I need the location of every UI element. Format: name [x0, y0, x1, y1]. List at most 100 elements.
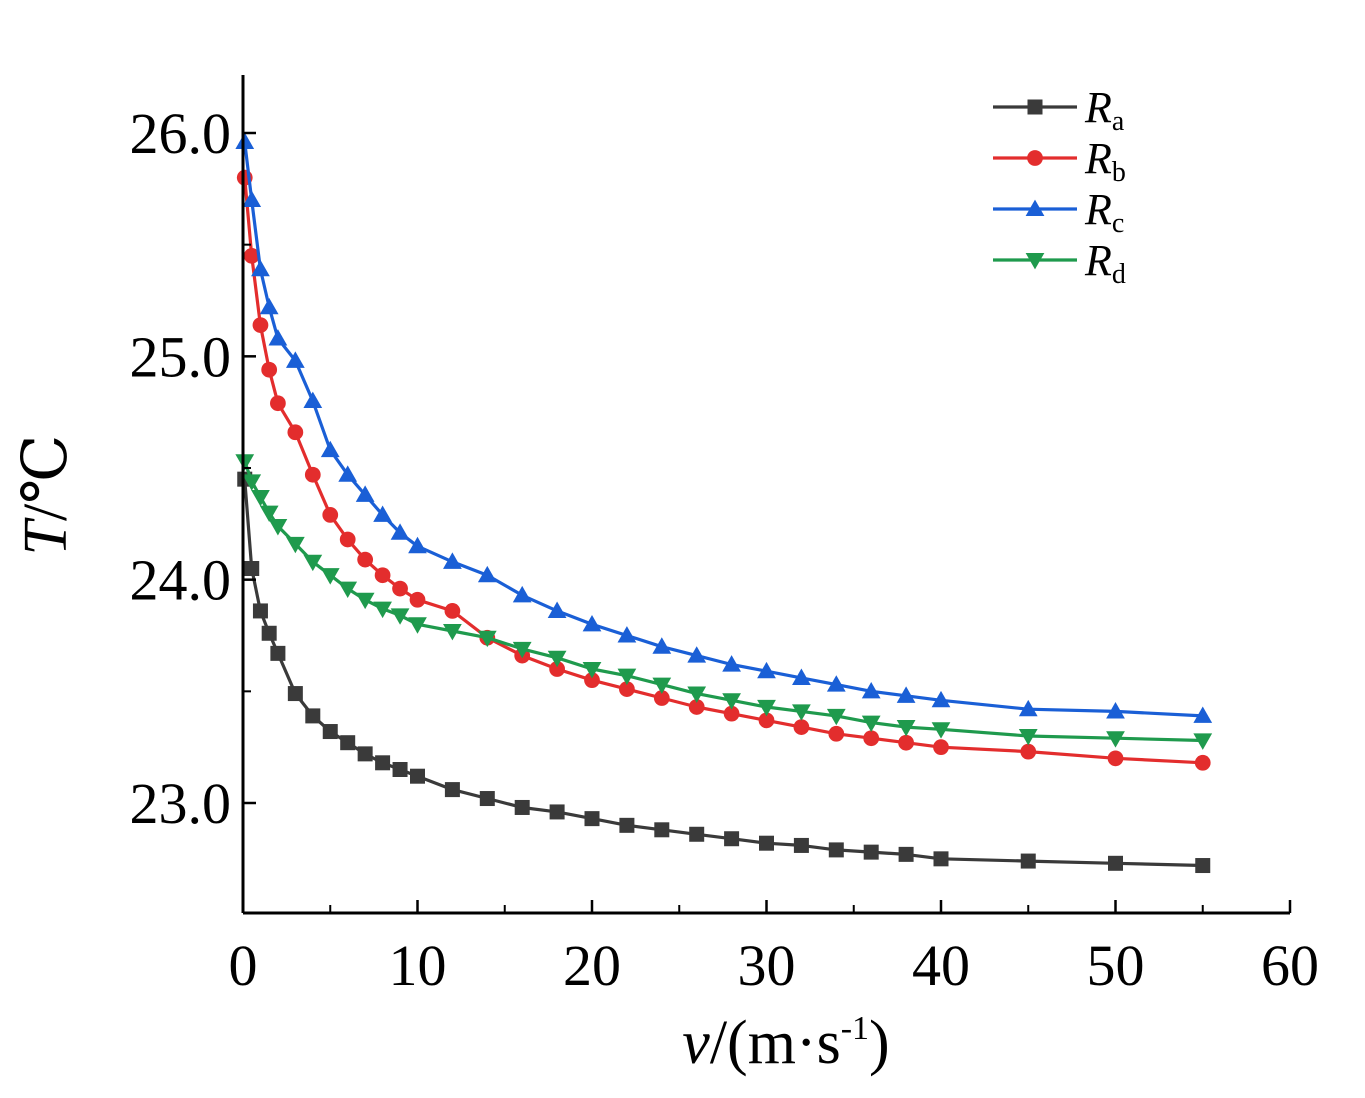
y-axis-unit: /℃	[12, 434, 80, 521]
data-point-a	[584, 811, 600, 827]
series-line-a	[243, 479, 1203, 868]
data-point-d	[242, 474, 262, 491]
x-tick-label: 60	[1261, 933, 1319, 998]
data-point-c	[268, 329, 288, 346]
data-point-b	[374, 567, 391, 584]
data-point-a	[244, 561, 260, 576]
data-point-b	[261, 361, 278, 378]
data-point-b	[549, 661, 565, 677]
x-axis-var: v	[682, 1009, 710, 1077]
data-point-c	[792, 668, 811, 685]
x-axis-title: v/(m·s-1)	[682, 1009, 889, 1077]
data-point-d	[652, 677, 672, 695]
data-point-d	[338, 581, 358, 598]
data-point-b	[1107, 750, 1124, 767]
x-tick-label: 40	[912, 933, 970, 998]
data-point-b	[392, 580, 408, 597]
series-line-b	[243, 177, 1203, 765]
data-point-d	[826, 708, 846, 726]
data-point-b	[793, 719, 810, 735]
data-point-b	[339, 531, 356, 548]
legend-label: Rd	[1084, 236, 1126, 290]
data-point-a	[270, 645, 286, 661]
data-point-d	[931, 722, 951, 739]
data-point-d	[861, 715, 881, 732]
data-point-c	[373, 505, 392, 522]
data-point-a	[654, 822, 670, 838]
data-point-a	[375, 755, 391, 771]
data-point-a	[514, 799, 530, 815]
data-point-a	[252, 603, 268, 619]
y-tick-label: 24.0	[130, 548, 232, 613]
data-point-b	[304, 466, 321, 483]
data-point-b	[688, 699, 705, 715]
data-point-d	[757, 699, 776, 717]
data-point-c	[582, 614, 602, 632]
data-point-c	[757, 661, 776, 679]
data-point-b	[444, 603, 461, 619]
data-point-b	[270, 395, 286, 412]
data-point-a	[305, 708, 321, 724]
data-point-a	[340, 735, 356, 751]
data-point-c	[320, 440, 340, 458]
y-axis-title: T/℃	[12, 434, 80, 555]
series-a	[237, 471, 1211, 874]
data-point-d	[792, 704, 811, 721]
data-point-d	[1018, 728, 1038, 746]
data-point-c	[547, 601, 567, 618]
data-point-d	[268, 519, 288, 536]
data-point-d	[355, 592, 375, 610]
data-point-a	[549, 804, 565, 820]
data-point-b	[863, 730, 880, 747]
data-point-a	[898, 846, 914, 862]
x-tick-label: 20	[563, 933, 621, 998]
data-point-b	[322, 507, 339, 523]
legend-marker	[1027, 99, 1043, 115]
data-point-a	[392, 762, 408, 777]
data-point-c	[251, 259, 270, 277]
data-point-a	[322, 724, 338, 740]
data-point-b	[357, 551, 374, 568]
data-point-a	[759, 835, 774, 851]
data-point-d	[896, 720, 916, 737]
data-point-d	[443, 624, 462, 641]
data-point-d	[582, 661, 602, 679]
legend-label: Rc	[1084, 185, 1124, 239]
data-point-a	[863, 844, 879, 860]
data-point-b	[1194, 754, 1211, 771]
data-point-d	[512, 641, 532, 659]
data-point-d	[303, 554, 323, 572]
data-point-b	[723, 705, 740, 722]
legend-item-d: Rd	[993, 236, 1126, 290]
legend-marker	[1025, 199, 1045, 217]
data-point-c	[285, 351, 305, 368]
data-point-a	[357, 746, 373, 762]
data-point-a	[689, 826, 705, 842]
axes	[241, 75, 1290, 915]
data-point-b	[252, 317, 269, 333]
data-point-b	[653, 690, 670, 706]
data-point-c	[722, 655, 741, 672]
data-point-c	[931, 690, 951, 708]
x-tick-label: 0	[229, 933, 258, 998]
legend-item-b: Rb	[993, 134, 1126, 188]
legend-label: Ra	[1084, 83, 1125, 137]
x-axis-unit: /(m·s	[710, 1009, 841, 1077]
data-point-c	[861, 681, 881, 699]
data-point-b	[1020, 743, 1037, 760]
series-line-d	[243, 460, 1203, 743]
data-point-a	[479, 791, 495, 807]
data-point-c	[477, 565, 497, 583]
y-tick-label: 25.0	[130, 324, 232, 389]
data-point-d	[373, 601, 392, 619]
data-point-b	[584, 672, 600, 689]
data-point-c	[242, 190, 262, 208]
data-point-b	[758, 712, 775, 729]
data-point-d	[251, 490, 270, 507]
data-point-c	[303, 391, 323, 409]
data-point-d	[259, 505, 279, 523]
legend-marker	[1025, 252, 1045, 270]
data-point-c	[652, 637, 672, 654]
